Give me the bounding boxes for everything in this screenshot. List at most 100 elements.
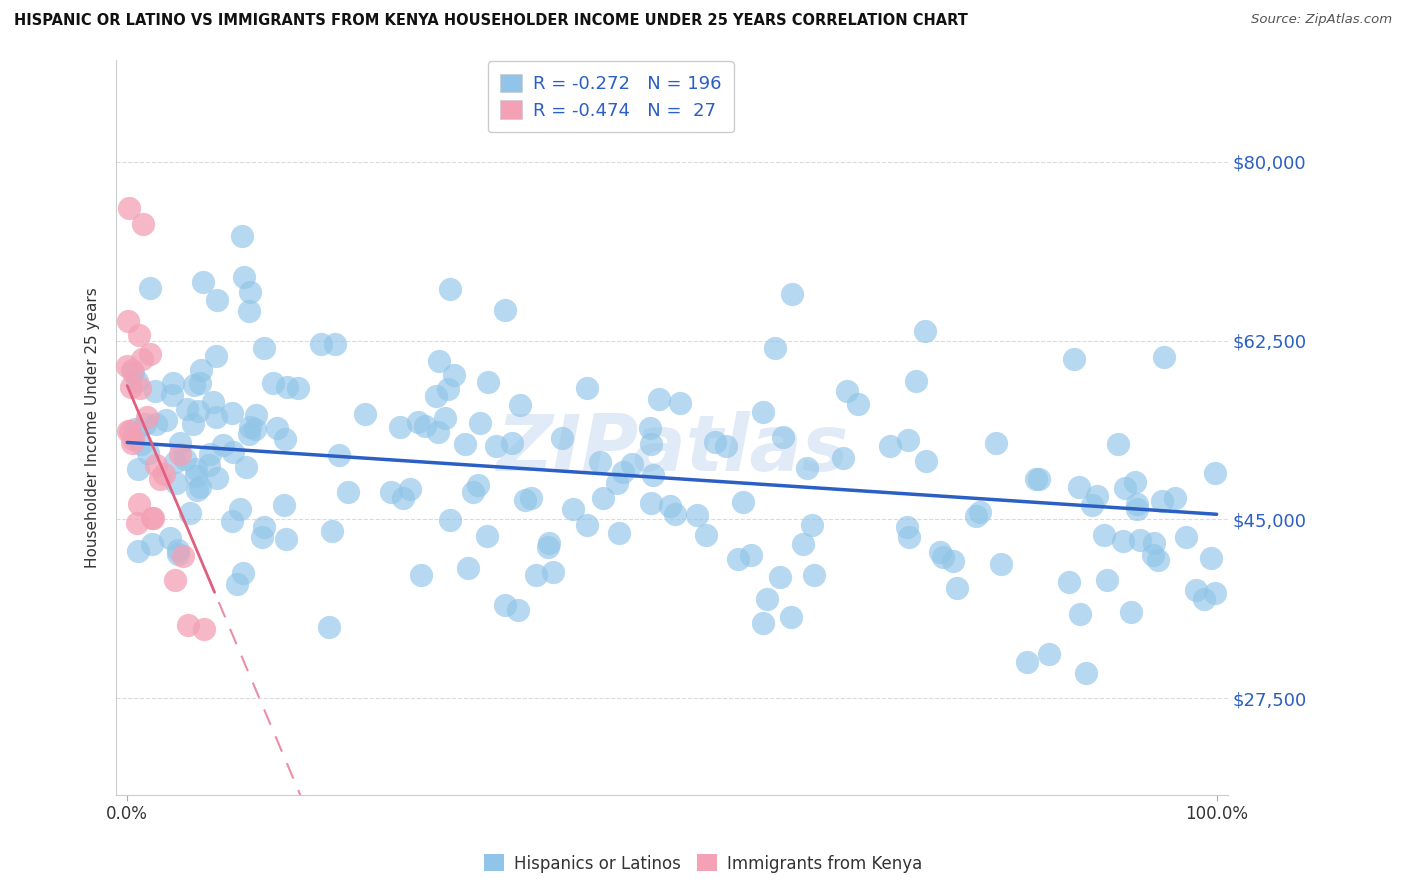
Point	[409, 568, 432, 582]
Point	[122, 365, 145, 379]
Point	[515, 492, 537, 507]
Point	[543, 565, 565, 579]
Point	[145, 417, 167, 432]
Point	[640, 496, 662, 510]
Point	[664, 507, 686, 521]
Point	[607, 525, 630, 540]
Legend: Hispanics or Latinos, Immigrants from Kenya: Hispanics or Latinos, Immigrants from Ke…	[477, 847, 929, 880]
Point	[425, 389, 447, 403]
Point	[506, 603, 529, 617]
Point	[780, 610, 803, 624]
Point	[239, 285, 262, 299]
Point	[1185, 582, 1208, 597]
Point	[186, 469, 208, 483]
Point	[125, 374, 148, 388]
Point	[1085, 489, 1108, 503]
Point	[1025, 473, 1047, 487]
Point	[879, 439, 901, 453]
Point	[274, 432, 297, 446]
Point	[792, 537, 814, 551]
Point	[606, 475, 628, 490]
Point	[354, 407, 377, 421]
Point	[550, 431, 572, 445]
Point	[145, 458, 167, 472]
Point	[128, 328, 150, 343]
Point	[485, 439, 508, 453]
Point	[139, 281, 162, 295]
Point	[193, 622, 215, 636]
Point	[1194, 591, 1216, 606]
Point	[640, 437, 662, 451]
Point	[494, 598, 516, 612]
Point	[1153, 350, 1175, 364]
Point	[439, 282, 461, 296]
Point	[309, 336, 332, 351]
Point	[520, 491, 543, 506]
Point	[134, 417, 156, 432]
Y-axis label: Householder Income Under 25 years: Householder Income Under 25 years	[86, 287, 100, 567]
Point	[413, 418, 436, 433]
Point	[120, 380, 142, 394]
Point	[266, 420, 288, 434]
Point	[191, 275, 214, 289]
Point	[641, 468, 664, 483]
Point	[1204, 585, 1226, 599]
Point	[235, 459, 257, 474]
Point	[686, 508, 709, 522]
Point	[1119, 605, 1142, 619]
Point	[238, 303, 260, 318]
Point	[1114, 481, 1136, 495]
Point	[183, 377, 205, 392]
Point	[128, 381, 150, 395]
Point	[274, 533, 297, 547]
Point	[399, 482, 422, 496]
Point	[638, 420, 661, 434]
Point	[772, 430, 794, 444]
Point	[612, 466, 634, 480]
Point	[198, 458, 221, 472]
Point	[831, 450, 853, 465]
Point	[509, 398, 531, 412]
Point	[391, 491, 413, 505]
Point	[124, 422, 146, 436]
Point	[117, 425, 139, 439]
Point	[620, 457, 643, 471]
Point	[117, 314, 139, 328]
Point	[437, 383, 460, 397]
Point	[225, 576, 247, 591]
Point	[323, 337, 346, 351]
Point	[222, 445, 245, 459]
Point	[120, 424, 142, 438]
Point	[576, 517, 599, 532]
Point	[160, 388, 183, 402]
Point	[142, 511, 165, 525]
Point	[801, 517, 824, 532]
Point	[846, 397, 869, 411]
Point	[205, 349, 228, 363]
Point	[238, 427, 260, 442]
Point	[945, 581, 967, 595]
Point	[1080, 498, 1102, 512]
Point	[1063, 351, 1085, 366]
Point	[388, 420, 411, 434]
Point	[695, 527, 717, 541]
Point	[243, 422, 266, 436]
Point	[172, 549, 194, 564]
Point	[427, 354, 450, 368]
Point	[207, 293, 229, 308]
Point	[727, 552, 749, 566]
Point	[457, 561, 479, 575]
Point	[537, 536, 560, 550]
Point	[501, 435, 523, 450]
Point	[273, 499, 295, 513]
Point	[204, 410, 226, 425]
Point	[1038, 647, 1060, 661]
Point	[321, 524, 343, 538]
Point	[179, 506, 201, 520]
Point	[117, 359, 139, 374]
Point	[896, 519, 918, 533]
Point	[575, 380, 598, 394]
Point	[135, 409, 157, 424]
Point	[1164, 491, 1187, 505]
Point	[990, 557, 1012, 571]
